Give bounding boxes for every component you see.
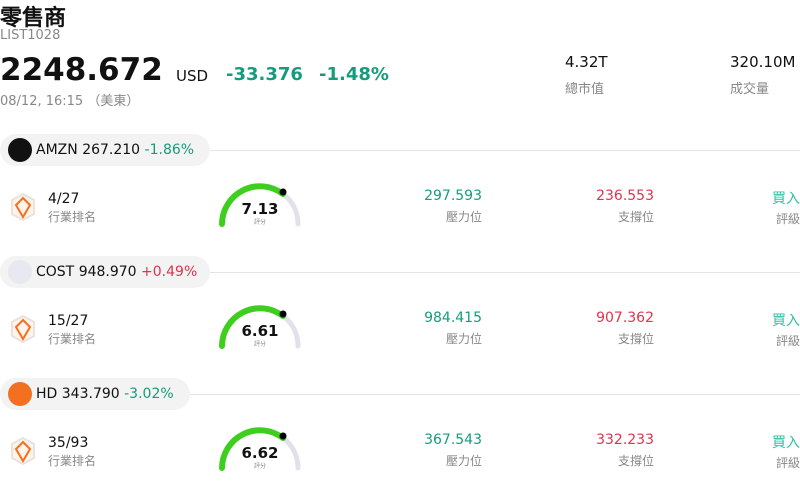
ticker: HD — [36, 386, 58, 402]
stock-price: 343.790 — [61, 386, 120, 402]
rank-icon-svg — [11, 314, 35, 344]
stock-pill[interactable] — [0, 134, 210, 166]
support: 907.362 — [596, 310, 654, 326]
stat-value: 4.32T — [565, 53, 608, 71]
score-label: 評分 — [253, 341, 266, 348]
stock-header[interactable]: HD 343.790 -3.02% — [36, 386, 174, 402]
change-pct: -1.48% — [319, 64, 389, 85]
ticker: AMZN — [36, 142, 78, 158]
hexagon — [11, 192, 35, 222]
resistance-label: 壓力位 — [445, 210, 482, 224]
rank-icon-svg — [11, 192, 35, 222]
rating-label: 評級 — [775, 334, 800, 348]
stock-change: +0.49% — [141, 264, 198, 280]
currency: USD — [176, 67, 209, 85]
support-label: 支撐位 — [617, 210, 654, 224]
stock-change: -3.02% — [124, 386, 174, 402]
gauge-svg — [219, 305, 301, 349]
rating: 買入 — [772, 313, 800, 329]
diamond — [14, 196, 32, 219]
score: 7.13 — [241, 200, 279, 218]
hexagon — [11, 314, 35, 344]
separator — [210, 272, 800, 273]
stock-logo — [8, 260, 32, 284]
rating: 買入 — [772, 191, 800, 207]
price: 2248.672 — [0, 52, 163, 88]
support-label: 支撐位 — [617, 332, 654, 346]
rank-icon — [10, 192, 36, 222]
rating: 買入 — [772, 435, 800, 451]
resistance: 984.415 — [424, 310, 482, 326]
code: LIST1028 — [0, 28, 61, 43]
gauge-dot — [279, 310, 287, 318]
stock-price: 267.210 — [82, 142, 141, 158]
stat-label: 總市值 — [565, 82, 605, 97]
gauge-fill — [219, 427, 286, 471]
support: 236.553 — [596, 188, 654, 204]
stock-header[interactable]: COST 948.970 +0.49% — [36, 264, 197, 280]
change: -33.376 — [226, 64, 303, 85]
resistance-label: 壓力位 — [445, 332, 482, 346]
gauge-dot — [279, 432, 287, 440]
support: 332.233 — [596, 432, 654, 448]
rank-label: 行業排名 — [48, 454, 97, 468]
gauge-svg — [219, 183, 301, 227]
stock-price: 948.970 — [78, 264, 137, 280]
stock-change: -1.86% — [144, 142, 195, 158]
support-label: 支撐位 — [617, 454, 654, 468]
title: 零售商 — [0, 6, 67, 31]
diamond — [14, 318, 32, 341]
rank: 15/27 — [48, 313, 89, 329]
resistance: 367.543 — [424, 432, 482, 448]
rating-label: 評級 — [775, 456, 800, 470]
stock-logo — [8, 382, 32, 406]
rank-icon — [10, 314, 36, 344]
stat-label: 成交量 — [730, 82, 770, 97]
separator — [190, 394, 800, 395]
separator — [210, 150, 800, 151]
diamond — [14, 440, 32, 463]
gauge-fill — [219, 305, 286, 349]
resistance-label: 壓力位 — [445, 454, 482, 468]
rank: 35/93 — [48, 435, 89, 451]
gauge — [215, 300, 305, 350]
rank-icon-svg — [11, 436, 35, 466]
ticker: COST — [36, 264, 75, 280]
gauge-dot — [279, 188, 287, 196]
score-label: 評分 — [253, 463, 266, 470]
rank: 4/27 — [48, 191, 80, 207]
stock-header[interactable]: AMZN 267.210 -1.86% — [36, 142, 194, 158]
stock-pill[interactable] — [0, 256, 210, 288]
score-label: 評分 — [253, 219, 266, 226]
gauge-svg — [219, 427, 301, 471]
hexagon — [11, 436, 35, 466]
score: 6.62 — [241, 444, 279, 462]
gauge-fill — [219, 183, 286, 227]
rank-label: 行業排名 — [48, 210, 97, 224]
score: 6.61 — [241, 322, 279, 340]
stock-logo — [8, 138, 32, 162]
gauge — [215, 422, 305, 472]
gauge — [215, 178, 305, 228]
rank-icon — [10, 436, 36, 466]
time: 08/12, 16:15 （美東） — [0, 94, 140, 109]
rating-label: 評級 — [775, 212, 800, 226]
rank-label: 行業排名 — [48, 332, 97, 346]
stat-value: 320.10M — [730, 53, 796, 71]
resistance: 297.593 — [424, 188, 482, 204]
